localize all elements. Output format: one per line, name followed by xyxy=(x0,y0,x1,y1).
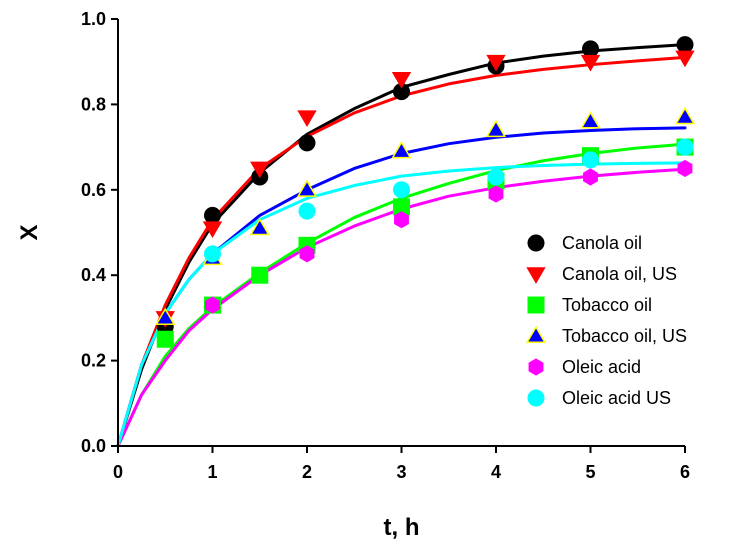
x-tick-label: 1 xyxy=(207,462,217,482)
legend-label-5: Oleic acid US xyxy=(562,388,671,408)
data-point-s3-p0 xyxy=(155,307,176,325)
data-point-s0-p1 xyxy=(204,206,221,224)
data-point-s4-p0 xyxy=(205,296,220,314)
ticks-layer: 0 1 2 3 4 5 6 0.0 0.2 0.4 0.6 0.8 1.0 xyxy=(81,9,690,482)
legend-marker-2 xyxy=(527,296,545,314)
data-point-s1-p2 xyxy=(250,161,270,179)
x-tick-label: 0 xyxy=(113,462,123,482)
data-point-s0-p6 xyxy=(582,40,599,58)
data-point-s3-p4 xyxy=(391,141,412,159)
y-tick-label: 0.2 xyxy=(81,351,106,371)
data-point-s1-p5 xyxy=(486,54,506,72)
data-point-s0-p7 xyxy=(676,36,694,54)
legend-marker-3 xyxy=(525,325,547,344)
data-point-s5-p3 xyxy=(487,168,505,186)
data-point-s3-p3 xyxy=(296,179,318,197)
data-point-s1-p4 xyxy=(391,71,412,89)
legend: Canola oil Canola oil, US Tobacco oil Tobac… xyxy=(525,233,687,408)
data-point-s1-p3 xyxy=(297,110,317,128)
data-points-layer xyxy=(155,36,696,348)
legend-label-3: Tobacco oil, US xyxy=(562,326,687,346)
legend-label-1: Canola oil, US xyxy=(562,264,677,284)
legend-marker-4 xyxy=(528,358,544,376)
data-point-s4-p2 xyxy=(394,211,409,229)
x-tick-label: 5 xyxy=(585,462,595,482)
data-point-s5-p5 xyxy=(676,138,694,156)
data-point-s3-p7 xyxy=(674,106,696,125)
data-point-s4-p1 xyxy=(299,245,315,263)
y-tick-label: 0.4 xyxy=(81,265,106,285)
legend-label-2: Tobacco oil xyxy=(562,295,652,315)
data-point-s1-p7 xyxy=(675,50,695,68)
data-point-s5-p1 xyxy=(298,202,316,220)
x-tick-label: 2 xyxy=(302,462,312,482)
data-point-s5-p2 xyxy=(393,181,410,199)
data-point-s2-p0 xyxy=(156,330,174,348)
fit-curve-0 xyxy=(116,43,687,448)
data-point-s4-p4 xyxy=(583,168,598,186)
y-tick-label: 1.0 xyxy=(81,9,106,29)
x-axis-title: t, h xyxy=(384,514,420,541)
fit-curve-5 xyxy=(116,161,687,448)
legend-marker-0 xyxy=(527,234,545,252)
y-tick-label: 0.0 xyxy=(81,436,106,456)
data-point-s2-p2 xyxy=(251,266,269,284)
y-tick-label: 0.6 xyxy=(81,180,106,200)
data-point-s1-p1 xyxy=(202,221,223,239)
fit-curve-1 xyxy=(116,55,687,448)
y-tick-label: 0.8 xyxy=(81,94,106,114)
legend-label-0: Canola oil xyxy=(562,233,642,253)
data-point-s0-p3 xyxy=(298,134,316,152)
x-tick-label: 4 xyxy=(491,462,501,482)
data-point-s4-p3 xyxy=(488,185,504,203)
data-point-s3-p2 xyxy=(249,217,270,236)
data-point-s4-p5 xyxy=(677,159,693,178)
fit-curve-4 xyxy=(116,167,687,448)
data-point-s3-p6 xyxy=(580,111,601,129)
data-point-s5-p4 xyxy=(582,151,599,169)
data-point-s3-p5 xyxy=(485,119,507,138)
legend-label-4: Oleic acid xyxy=(562,357,641,377)
y-axis-title: X xyxy=(16,224,43,240)
x-tick-label: 3 xyxy=(396,462,406,482)
legend-marker-5 xyxy=(527,389,545,407)
data-point-s1-p6 xyxy=(580,54,601,72)
legend-marker-1 xyxy=(526,267,546,284)
x-tick-label: 6 xyxy=(680,462,690,482)
data-point-s5-p0 xyxy=(204,245,221,263)
